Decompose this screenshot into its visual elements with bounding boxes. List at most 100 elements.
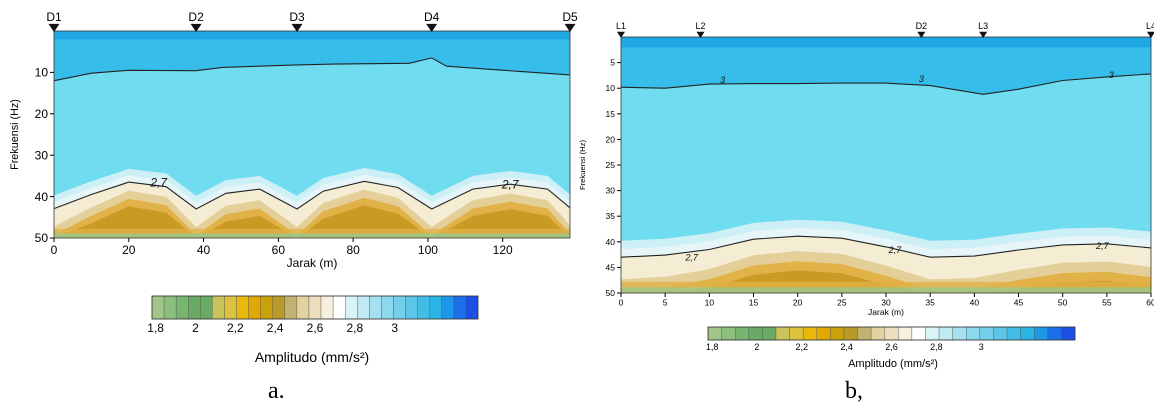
y-tick-label-10: 10 xyxy=(35,66,49,80)
colorbar-swatch xyxy=(966,326,981,341)
colorbar-swatch xyxy=(898,326,913,341)
contour-line-3 xyxy=(53,57,571,82)
x-tick-label-120: 120 xyxy=(493,243,513,257)
chart-a-svg: 2,7 2,7 0 20 40 60 80 100 120 10 20 30 40 50 Jarak (m)… xyxy=(9,10,578,365)
colorbar-tick-3: 2,4 xyxy=(267,321,284,335)
y-tick-label-40: 40 xyxy=(606,237,616,247)
colorbar-swatch xyxy=(417,295,430,320)
colorbar-swatch xyxy=(224,295,237,320)
colorbar-swatch xyxy=(212,295,225,320)
band-top-blue xyxy=(54,31,570,81)
colorbar-swatch xyxy=(344,295,358,320)
colorbar-swatch xyxy=(1020,326,1035,341)
station-marker-L2 xyxy=(696,31,705,38)
colorbar-swatch xyxy=(843,326,858,341)
band-surface-blue xyxy=(54,31,570,40)
y-axis-label: Frekuensi (Hz) xyxy=(578,140,587,191)
colorbar-tick-0: 1,8 xyxy=(147,321,164,335)
x-tick-label-10: 10 xyxy=(705,298,715,308)
x-tick-label-30: 30 xyxy=(881,298,891,308)
colorbar-swatch xyxy=(236,295,249,320)
colorbar-swatch xyxy=(1006,326,1021,341)
colorbar-swatch xyxy=(816,326,831,341)
colorbar-swatch xyxy=(393,295,406,320)
contour-line-3 xyxy=(620,73,1152,95)
colorbar-swatch xyxy=(993,326,1008,341)
colorbar-swatch xyxy=(1034,326,1049,341)
contour-label-1: 2,7 xyxy=(501,177,520,191)
colorbar-tick-5: 2,8 xyxy=(347,321,364,335)
colorbar-swatch xyxy=(465,295,479,320)
x-tick-label-60: 60 xyxy=(272,243,286,257)
x-tick-label-20: 20 xyxy=(793,298,803,308)
x-axis-label: Jarak (m) xyxy=(287,256,338,270)
x-tick-label-60: 60 xyxy=(1146,298,1154,308)
contour-label-0: 3 xyxy=(720,75,725,85)
plot-frame xyxy=(53,30,571,239)
contour-line-2-7 xyxy=(53,180,571,210)
colorbar-swatch xyxy=(1047,326,1062,341)
band-bottom-green xyxy=(621,287,1151,293)
x-tick-label-45: 45 xyxy=(1014,298,1024,308)
station-label-L2: L2 xyxy=(695,21,705,31)
band-bottom-gold xyxy=(621,281,1151,293)
colorbar-tick-6: 3 xyxy=(979,342,984,352)
contour-label-3: 2,7 xyxy=(684,252,699,262)
contour-label-5: 2,7 xyxy=(1095,241,1110,251)
x-tick-label-5: 5 xyxy=(663,298,668,308)
colorbar-swatch xyxy=(453,295,467,320)
colorbar-swatch xyxy=(789,326,804,341)
caption-a: a. xyxy=(268,378,285,404)
colorbar-swatch xyxy=(381,295,394,320)
x-tick-label-40: 40 xyxy=(970,298,980,308)
colorbar-swatch xyxy=(802,326,817,341)
chart-b-svg: 3 3 3 2,7 2,7 2,7 0 5 10 15 20 25 30 35 40 45 50 55 60 5 10 1… xyxy=(578,21,1154,370)
x-tick-label-0: 0 xyxy=(51,243,58,257)
station-marker-D4 xyxy=(426,23,438,32)
chart-panel-a: 2,7 2,7 0 20 40 60 80 100 120 10 20 30 40 50 Jarak (m)… xyxy=(9,10,578,365)
x-tick-label-80: 80 xyxy=(346,243,360,257)
x-tick-label-100: 100 xyxy=(418,243,438,257)
colorbar-tick-3: 2,4 xyxy=(840,342,853,352)
station-label-L3: L3 xyxy=(978,21,988,31)
colorbar-swatch xyxy=(884,326,899,341)
y-tick-label-30: 30 xyxy=(35,148,49,162)
colorbar-swatch xyxy=(441,295,455,320)
chart-panel-b: 3 3 3 2,7 2,7 2,7 0 5 10 15 20 25 30 35 40 45 50 55 60 5 10 1… xyxy=(575,0,1154,406)
station-label-D2: D2 xyxy=(188,10,204,24)
station-marker-L3 xyxy=(979,31,988,38)
y-tick-label-20: 20 xyxy=(606,134,616,144)
x-tick-label-20: 20 xyxy=(122,243,136,257)
colorbar-swatch xyxy=(775,326,790,341)
colorbar-tick-1: 2 xyxy=(754,342,759,352)
colorbar-swatch xyxy=(911,326,926,341)
colorbar-tick-2: 2,2 xyxy=(227,321,244,335)
station-marker-D1 xyxy=(48,23,60,32)
colorbar-tick-6: 3 xyxy=(391,321,398,335)
station-label-D1: D1 xyxy=(46,10,62,24)
y-tick-label-50: 50 xyxy=(35,231,49,245)
colorbar-swatch xyxy=(734,326,749,341)
band-bottom-green xyxy=(54,233,570,238)
colorbar-tick-1: 2 xyxy=(192,321,199,335)
contour-label-2: 3 xyxy=(1109,70,1114,80)
colorbar-label: Amplitudo (mm/s²) xyxy=(255,349,369,365)
colorbar-swatch xyxy=(296,295,310,320)
colorbar-tick-0: 1,8 xyxy=(706,342,719,352)
colorbar-swatch xyxy=(260,295,273,320)
x-tick-label-15: 15 xyxy=(749,298,759,308)
colorbar-swatch xyxy=(857,326,872,341)
station-marker-L1 xyxy=(617,31,625,38)
y-tick-label-35: 35 xyxy=(606,211,616,221)
colorbar-swatch xyxy=(272,295,286,320)
colorbar-label: Amplitudo (mm/s²) xyxy=(848,358,938,370)
y-tick-label-40: 40 xyxy=(35,190,49,204)
colorbar-tick-4: 2,6 xyxy=(307,321,324,335)
colorbar-swatch xyxy=(979,326,994,341)
colorbar-swatch xyxy=(707,326,722,341)
colorbar-swatch xyxy=(163,295,177,320)
colorbar-tick-2: 2,2 xyxy=(796,342,809,352)
colorbar-swatch xyxy=(200,295,213,320)
colorbar-swatch xyxy=(175,295,189,320)
station-marker-L4 xyxy=(1147,31,1154,38)
